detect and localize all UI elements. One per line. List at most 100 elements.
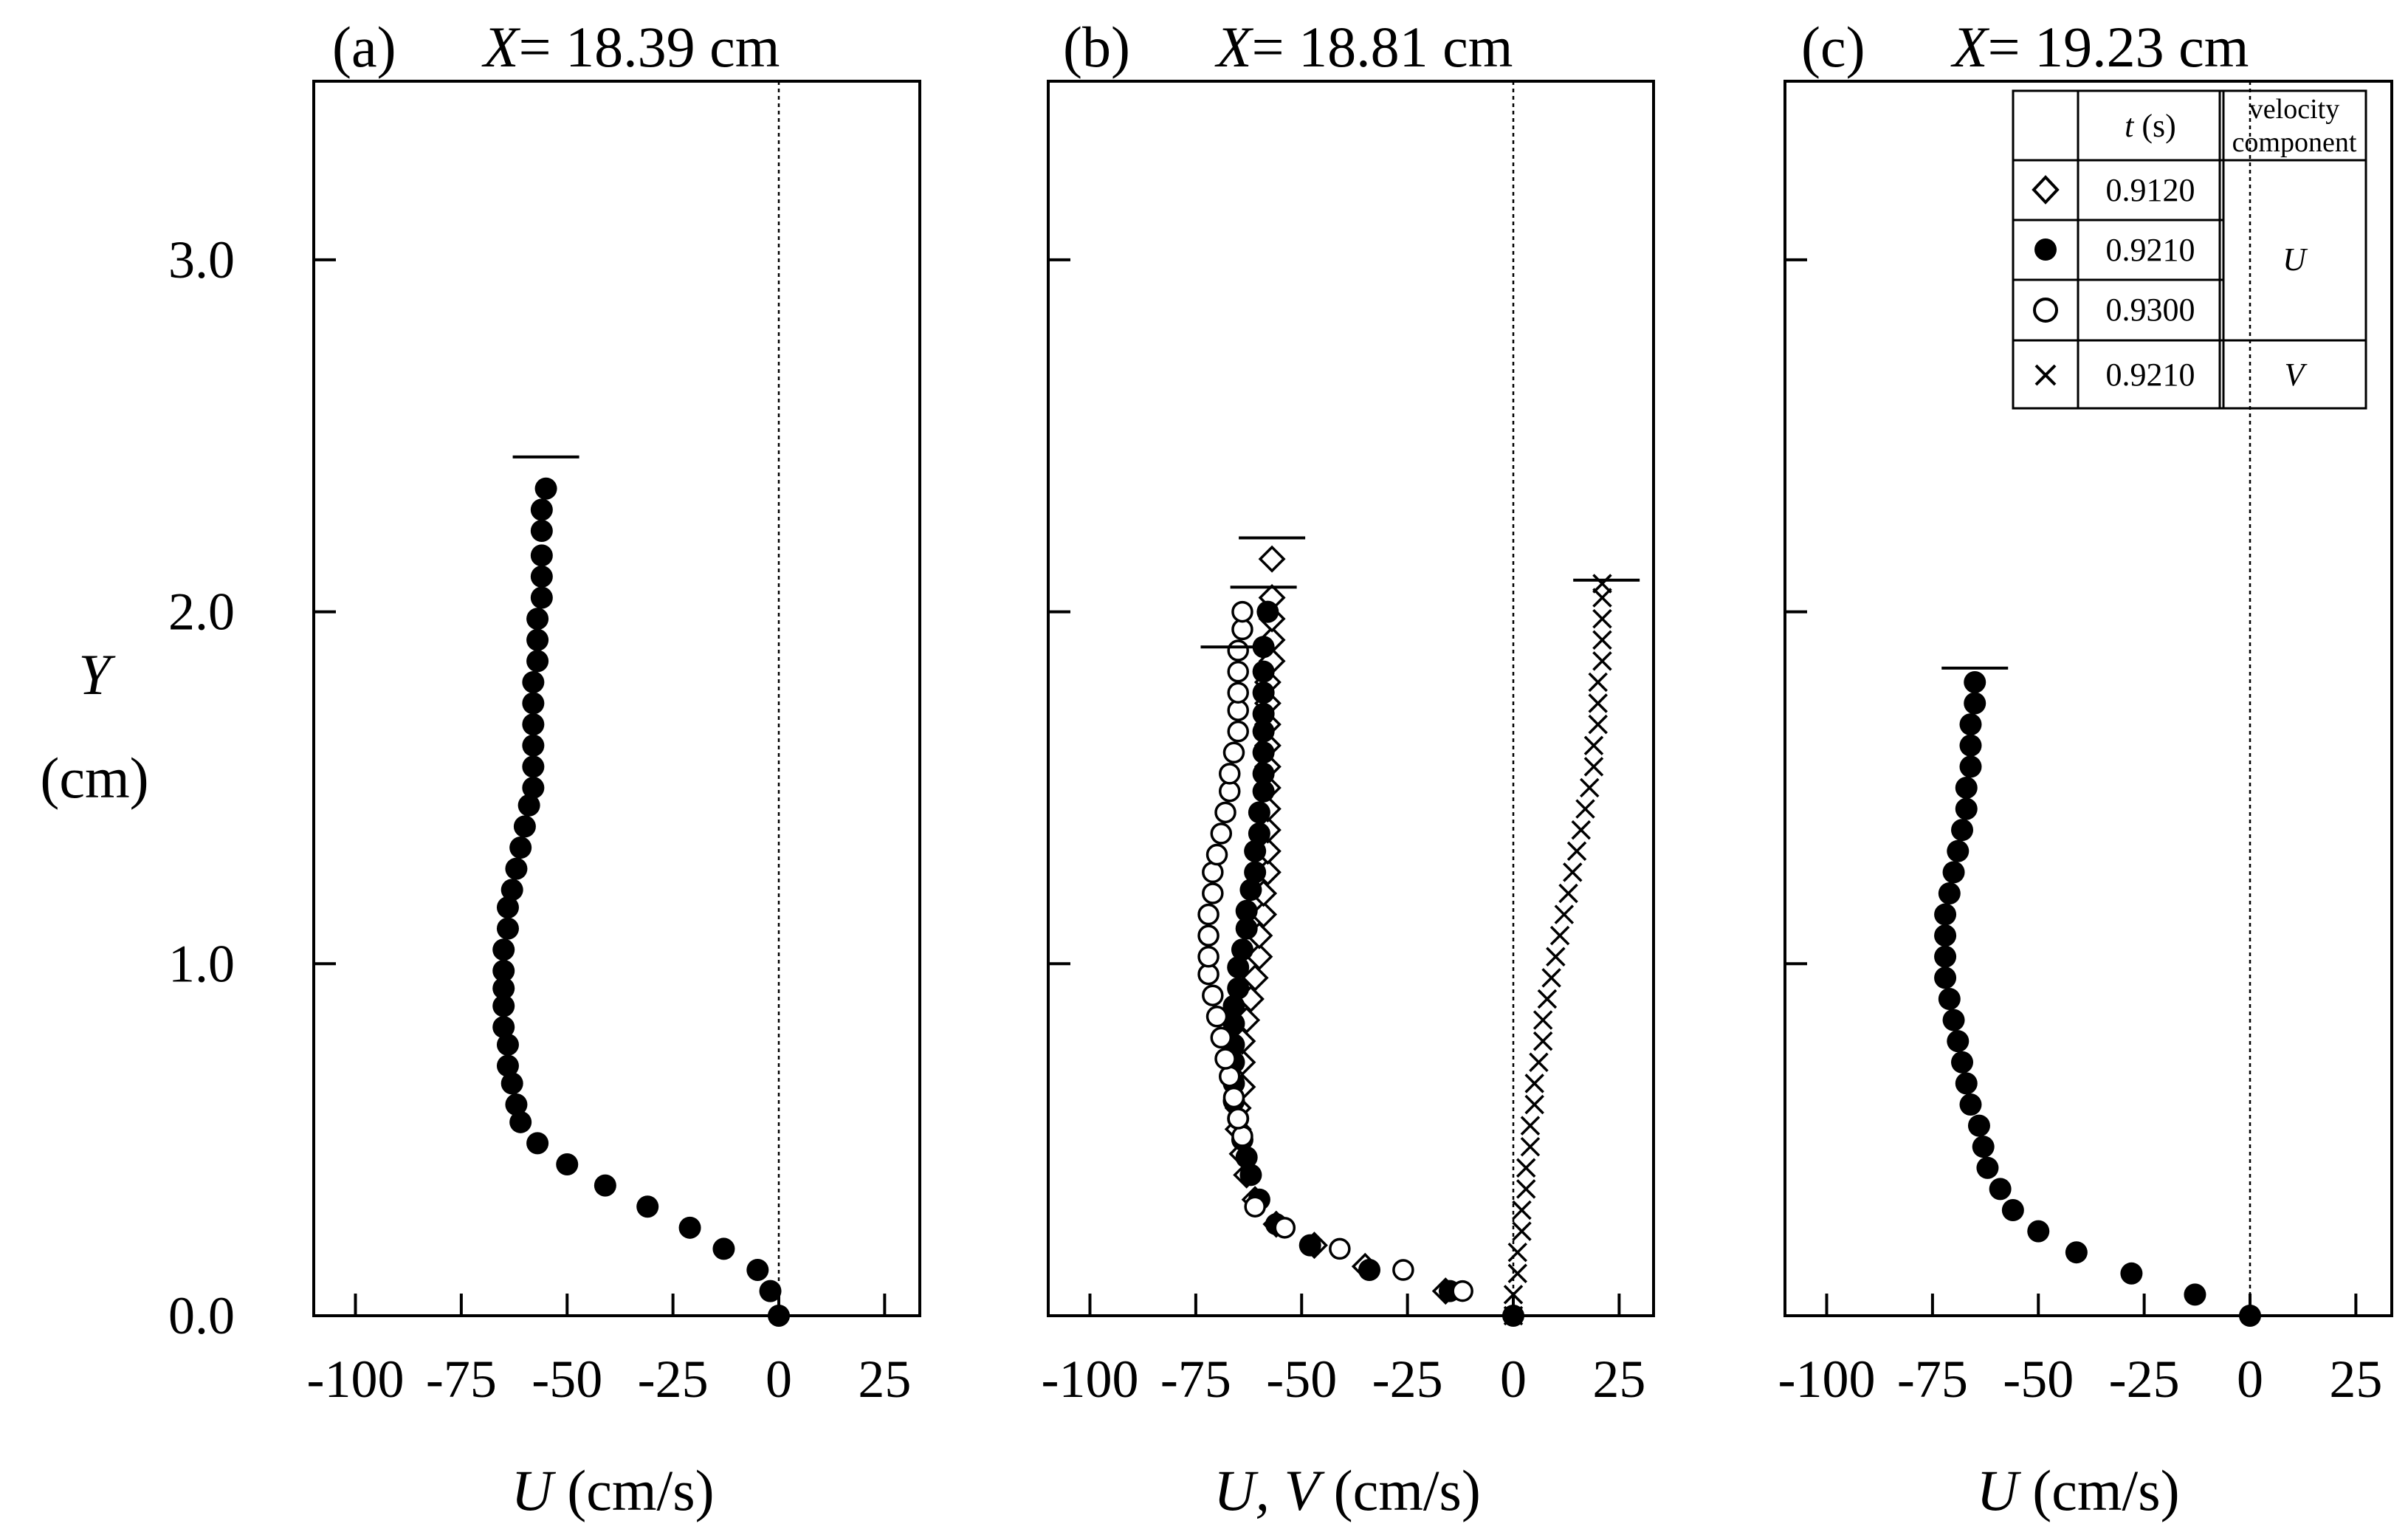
cross-stroke [1541,968,1561,988]
data-point [1532,1031,1553,1051]
data-point [1571,820,1591,840]
data-point [1951,1051,1974,1074]
data-point [1959,734,1982,757]
data-point [1563,862,1583,882]
data-point [1256,600,1279,623]
data-point [1964,670,1986,693]
cross-stroke [1512,1221,1532,1241]
x-tick-label: -75 [1160,1350,1231,1409]
legend-time-3: 0.9300 [2106,292,2195,328]
y-tick-labels: 0.0 1.0 2.0 3.0 [168,230,235,1345]
data-point [2184,1283,2206,1306]
cross-stroke [1520,1136,1541,1157]
x-tick-label: -25 [1372,1350,1443,1409]
cross-stroke [1583,735,1604,755]
panel-c-xlabel-unit: (cm/s) [2018,1458,2180,1522]
data-point [1934,945,1957,968]
legend-component-V: V [2285,357,2308,393]
cross-stroke [1546,947,1566,967]
data-point [1222,741,1245,764]
data-point [1248,801,1270,824]
data-point [1976,1156,1999,1179]
y-tick-label: 2.0 [168,583,235,642]
cross-stroke [1579,777,1600,798]
data-point [1241,964,1269,992]
panel-b-title: X= 18.81 cm [1214,15,1513,79]
data-point [1592,574,1612,594]
data-point [1235,917,1258,940]
data-point [1592,608,1612,629]
cross-stroke [1537,989,1558,1009]
data-point [1507,1242,1527,1263]
data-point [1959,755,1982,778]
data-point [509,836,532,859]
y-tick-label: 0.0 [168,1286,235,1345]
data-point [522,755,545,778]
x-tick-label: -100 [1042,1350,1139,1409]
data-point [492,1016,515,1039]
data-point [1507,1263,1527,1284]
data-point [1258,545,1286,573]
cross-stroke [1566,841,1587,861]
data-point [526,650,549,673]
data-point [1959,713,1982,736]
data-point [678,1216,701,1239]
data-point [2120,1262,2143,1285]
cross-stroke [1507,1242,1527,1263]
data-point [1202,882,1224,904]
data-point [1222,995,1245,1017]
cross-stroke [1592,588,1612,608]
data-point [522,670,545,693]
data-point [496,1033,519,1056]
data-point [1592,630,1612,650]
cross-stroke [1516,1179,1536,1199]
panel-b-xlabel-var: U, V [1214,1458,1325,1522]
plot-frame [312,80,921,1317]
legend-time-1: 0.9120 [2106,172,2195,208]
x-tick-label: -100 [307,1350,405,1409]
data-point [1520,1136,1541,1157]
data-point [712,1237,735,1260]
data-point [1244,861,1267,884]
legend-time-2: 0.9210 [2106,232,2195,268]
data-point [1197,924,1220,947]
cross-stroke [1520,1116,1541,1136]
data-point [1252,762,1275,785]
cross-stroke [1532,1010,1553,1030]
cross-stroke [1588,714,1608,735]
data-point [1239,879,1262,902]
data-point [1244,1195,1266,1218]
cross-stroke [1588,672,1608,693]
x-tick-label: -75 [1897,1350,1968,1409]
data-point [1955,797,1978,820]
data-point [1967,1114,1990,1137]
data-point [522,692,545,715]
data-point [1227,681,1249,704]
y-axis-label-var: Y [78,642,116,707]
cross-stroke [1524,1074,1544,1093]
data-point [505,857,528,880]
data-point [1938,987,1961,1010]
data-point [509,1110,532,1133]
cross-marker-icon [2034,364,2057,386]
data-point [1235,899,1258,922]
y-tick-label: 1.0 [168,934,235,993]
data-point [1235,1146,1258,1169]
panel-c-xlabel: U (cm/s) [1976,1458,2179,1522]
data-point [522,734,545,757]
data-point [1955,1072,1978,1095]
panel-a: (a) X= 18.39 cm U (cm/s) -100 -75 -50 -25 0 2… [307,15,921,1522]
data-point [1197,946,1220,968]
data-point [1575,799,1595,819]
panel-c-title-var: X [1950,15,1990,79]
data-point [1248,822,1270,845]
data-point [492,977,515,1000]
panel-c-title: X= 19.23 cm [1950,15,2249,79]
data-point [505,1093,528,1116]
data-point [1516,1179,1536,1199]
data-point [1214,801,1236,824]
legend-frame-outer [2012,89,2367,410]
data-point [526,628,549,651]
x-tick-label: 0 [2237,1350,2263,1409]
data-point [530,519,553,542]
